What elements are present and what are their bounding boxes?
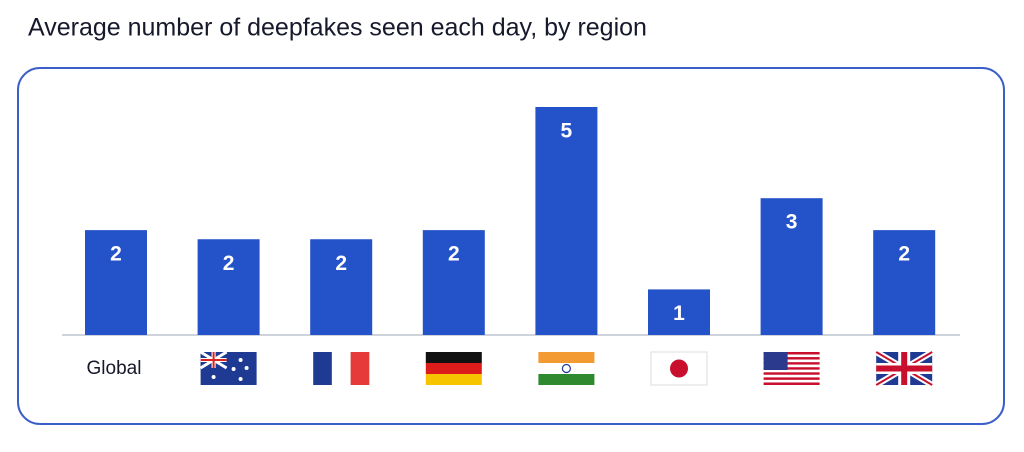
flag-part	[425, 352, 482, 363]
flag-icon	[763, 352, 820, 385]
flag-part	[763, 357, 820, 360]
flag-part	[425, 374, 482, 385]
flag-part	[670, 359, 688, 378]
flag-part	[238, 358, 243, 362]
bar	[535, 107, 598, 335]
flag-part	[763, 352, 788, 370]
flag-part	[763, 352, 820, 355]
flag-icon	[199, 350, 257, 385]
flag-icon	[313, 352, 370, 385]
flag-part	[238, 377, 243, 381]
flag-part	[313, 352, 332, 385]
value-label: 2	[110, 243, 122, 266]
chart-frame	[17, 67, 1005, 425]
value-label: 2	[898, 243, 910, 266]
flag-part	[763, 377, 820, 380]
value-label: 1	[673, 302, 685, 325]
bar	[760, 198, 823, 335]
flag-part	[763, 354, 820, 358]
bar	[648, 289, 710, 335]
flag-part	[763, 374, 820, 378]
flag-part	[200, 359, 227, 361]
flag-part	[538, 363, 595, 374]
flag-part	[211, 375, 216, 379]
flag-part	[763, 372, 820, 375]
flag-part	[244, 366, 249, 370]
bar	[85, 230, 147, 335]
flag-icon	[650, 351, 708, 386]
bar	[197, 239, 260, 335]
flag-part	[763, 359, 820, 363]
value-label: 3	[786, 211, 798, 234]
flag-part	[763, 364, 820, 368]
flag-part	[763, 362, 820, 365]
value-label: 2	[335, 252, 347, 275]
flag-part	[425, 363, 482, 374]
flag-part	[763, 382, 820, 385]
flag-icon	[874, 349, 934, 388]
flag-part	[331, 352, 351, 385]
value-label: 2	[223, 252, 235, 275]
flag-part	[763, 379, 820, 383]
flag-icon	[425, 352, 482, 385]
flag-part	[538, 352, 595, 363]
value-label: 5	[561, 120, 573, 143]
flag-part	[763, 367, 820, 370]
flag-part	[350, 352, 370, 385]
flag-part	[561, 363, 572, 374]
flag-part	[876, 365, 933, 372]
bar	[422, 230, 485, 335]
value-label: 2	[448, 243, 460, 266]
chart-title: Average number of deepfakes seen each da…	[28, 14, 647, 42]
flag-part	[763, 369, 820, 373]
bar	[873, 230, 936, 335]
bar	[310, 239, 373, 335]
flag-part	[538, 374, 595, 385]
flag-icon	[538, 352, 595, 385]
flag-part	[231, 367, 236, 371]
x-tick-label: Global	[87, 358, 142, 379]
